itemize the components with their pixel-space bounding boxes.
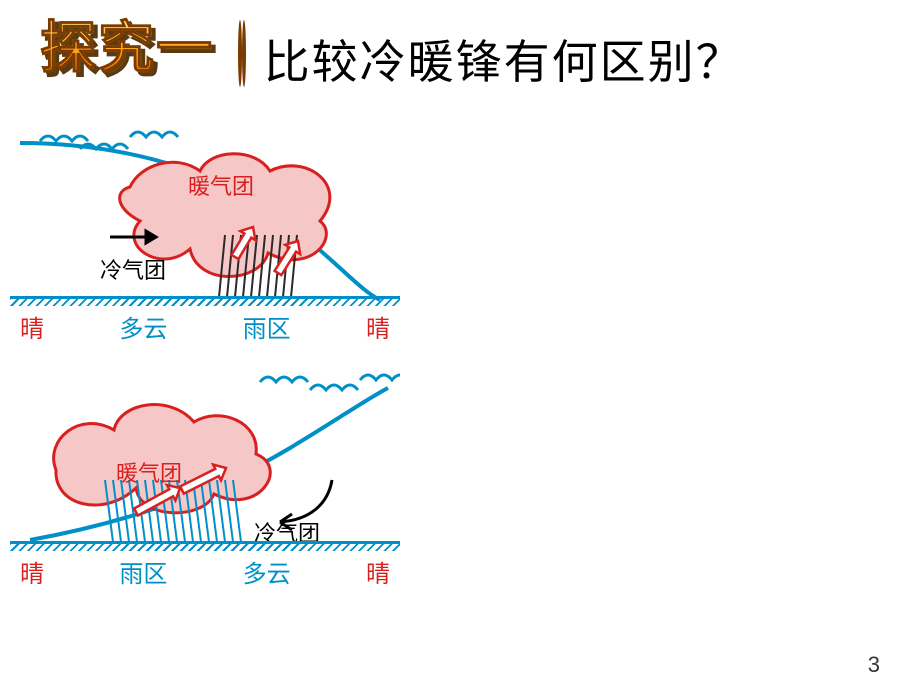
weather-label: 晴 (20, 554, 44, 589)
colon-dot (238, 20, 242, 87)
weather-label: 雨区 (119, 554, 167, 589)
ground-line (10, 541, 400, 551)
question-text: 比较冷暖锋有何区别？ (264, 26, 744, 92)
ground-line (10, 296, 400, 306)
weather-label: 多云 (119, 309, 167, 344)
weather-label: 多云 (243, 554, 291, 589)
warm-mass-label: 暖气团 (188, 169, 254, 201)
weather-row: 晴 雨区 多云 晴 (10, 554, 400, 589)
weather-row: 晴 多云 雨区 晴 (10, 309, 400, 344)
wordart-colon (238, 26, 246, 82)
warm-front-diagram: 暖气团 冷气团 晴 雨区 多云 晴 (10, 370, 400, 595)
weather-label: 晴 (366, 554, 390, 589)
warm-mass-label: 暖气团 (116, 456, 182, 488)
cold-mass-label: 冷气团 (100, 253, 166, 285)
colon-dot (242, 20, 246, 87)
weather-label: 晴 (366, 309, 390, 344)
page-number: 3 (868, 652, 880, 678)
weather-label: 雨区 (243, 309, 291, 344)
wordart-title: 探究一 探究一 (40, 20, 246, 76)
cold-front-diagram: 暖气团 冷气团 晴 多云 雨区 晴 (10, 125, 400, 350)
weather-label: 晴 (20, 309, 44, 344)
wordart-face: 探究一 (40, 16, 214, 79)
